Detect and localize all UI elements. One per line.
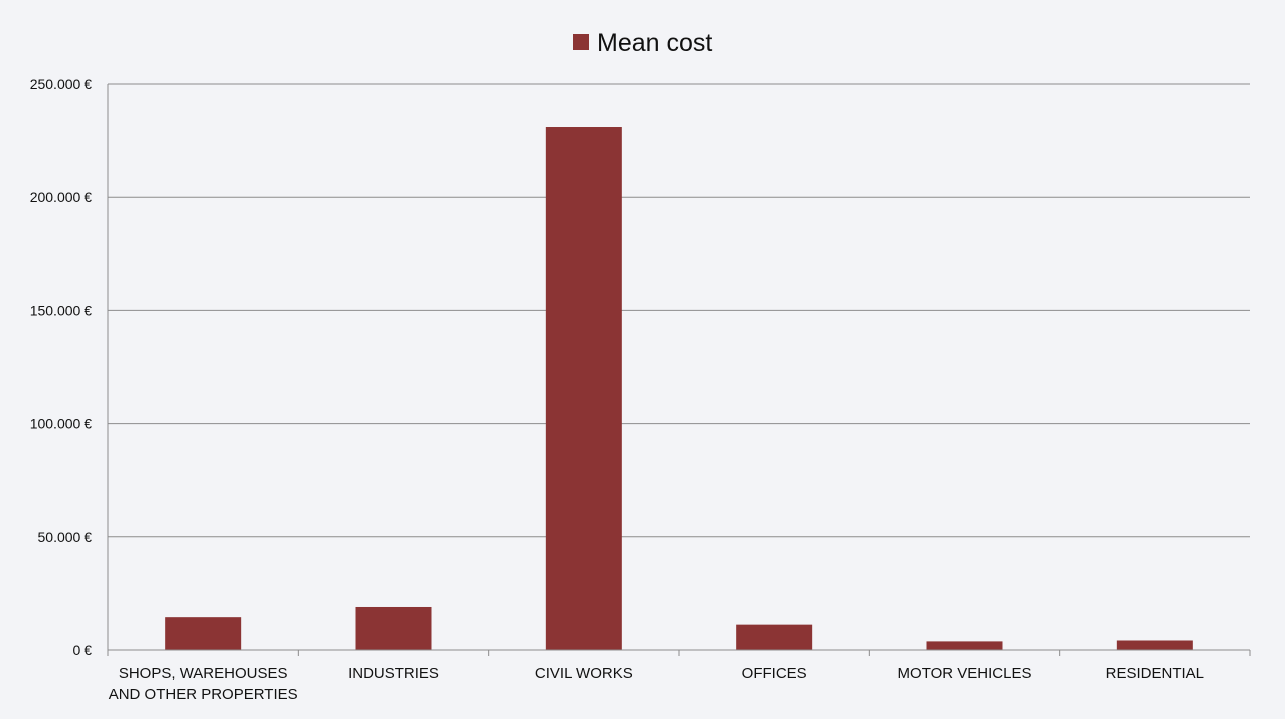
x-tick-label-line: CIVIL WORKS (535, 665, 633, 682)
x-axis-labels: SHOPS, WAREHOUSES AND OTHER PROPERTIES IND… (109, 665, 1204, 703)
y-axis-ticks: 0 € 50.000 € 100.000 € 150.000 € 200.000 € 25… (30, 76, 93, 658)
x-tick-label: RESIDENTIAL (1106, 665, 1204, 682)
bar (926, 641, 1003, 650)
x-tick-label-line: AND OTHER PROPERTIES (109, 686, 298, 703)
y-tick-label: 200.000 € (30, 189, 92, 205)
x-tick-label-line: MOTOR VEHICLES (898, 665, 1032, 682)
gridlines (108, 83, 1250, 538)
x-tick-label: OFFICES (742, 665, 807, 682)
y-tick-label: 100.000 € (30, 416, 92, 432)
y-tick-label: 250.000 € (30, 76, 92, 92)
x-tick-label: SHOPS, WAREHOUSES AND OTHER PROPERTIES (109, 665, 298, 703)
bar (736, 624, 813, 650)
bar (165, 617, 242, 650)
y-tick-label: 0 € (73, 642, 93, 658)
x-tick-label: CIVIL WORKS (535, 665, 633, 682)
bar (355, 606, 432, 650)
y-tick-label: 50.000 € (38, 529, 93, 545)
legend: Mean cost (573, 29, 712, 57)
x-tick-label: MOTOR VEHICLES (898, 665, 1032, 682)
y-tick-label: 150.000 € (30, 302, 92, 318)
x-tick-label-line: INDUSTRIES (348, 665, 439, 682)
legend-swatch (573, 34, 589, 50)
x-axis (107, 84, 1251, 656)
bar (545, 127, 622, 651)
bar (1116, 640, 1193, 650)
bars (165, 127, 1193, 651)
x-tick-label: INDUSTRIES (348, 665, 439, 682)
legend-label: Mean cost (597, 29, 712, 57)
x-tick-label-line: OFFICES (742, 665, 807, 682)
x-tick-label-line: SHOPS, WAREHOUSES (119, 665, 288, 682)
x-tick-label-line: RESIDENTIAL (1106, 665, 1204, 682)
